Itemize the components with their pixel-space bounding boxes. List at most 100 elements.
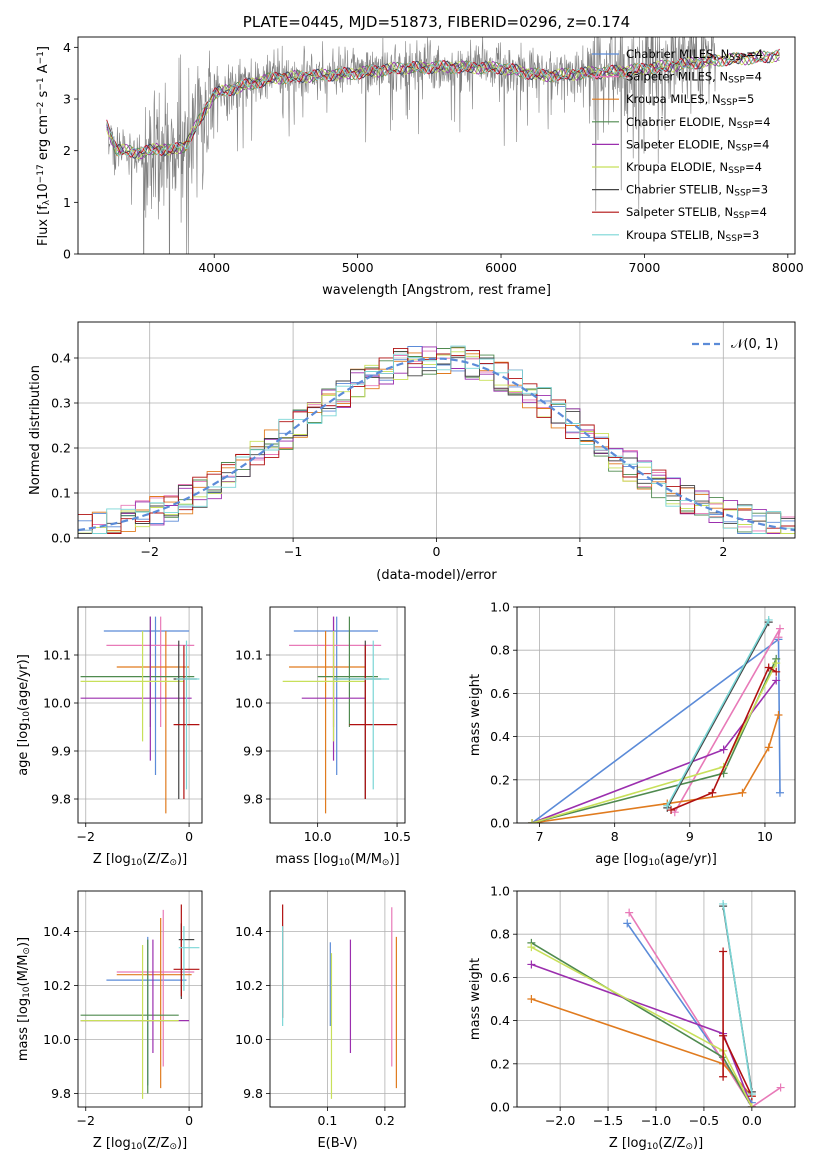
spectrum-legend-label: Salpeter STELIB, NSSP=4 bbox=[626, 205, 767, 221]
spectrum-legend-label-part: =4 bbox=[746, 47, 763, 61]
residuals-legend-label: 𝒩(0, 1) bbox=[731, 337, 778, 352]
spectrum-legend-label-part: SSP bbox=[737, 121, 754, 131]
spectrum-ytick-label: 1 bbox=[63, 195, 71, 210]
spectrum-model-line bbox=[106, 49, 780, 157]
spectrum-ylabel-part: −1 bbox=[36, 77, 46, 90]
spectrum-plot bbox=[106, 37, 780, 254]
residuals-xtick-label: 2 bbox=[719, 544, 727, 559]
massweight_vs_age-xtick-label: 8 bbox=[611, 829, 619, 844]
spectrum-ylabel: Flux [fλ10−17 erg cm−2 s−1 A−1] bbox=[36, 46, 52, 246]
age_vs_Z-xtick-label: 0 bbox=[185, 829, 193, 844]
mass_vs_Z-plot bbox=[80, 904, 200, 1099]
mass_vs_Z-ytick-label: 10.4 bbox=[43, 924, 71, 939]
spectrum-legend-label-part: Kroupa STELIB, N bbox=[626, 228, 726, 242]
spectrum-ylabel-part: ] bbox=[36, 46, 51, 51]
spectrum-ytick-label: 4 bbox=[63, 40, 71, 55]
spectrum-ylabel-part: λ bbox=[42, 199, 52, 205]
mass_vs_Z-xlabel: Z [log10(Z/Z⊙)] bbox=[93, 1136, 187, 1152]
age_vs_mass-xtick-label: 10.5 bbox=[383, 829, 411, 844]
spectrum-xtick-label: 7000 bbox=[629, 260, 661, 275]
spectrum-xlabel: wavelength [Angstrom, rest frame] bbox=[322, 283, 551, 298]
massweight_vs_age-series-line bbox=[531, 679, 777, 823]
residuals-histogram-step bbox=[78, 345, 795, 534]
residuals-normal-curve bbox=[78, 357, 795, 532]
ebv-ytick-label: 10.4 bbox=[235, 924, 263, 939]
spectrum-xtick-label: 4000 bbox=[198, 260, 230, 275]
massweight_vs_Z-plot bbox=[527, 899, 785, 1107]
massweight_vs_Z-xtick-label: −1.5 bbox=[593, 1113, 623, 1128]
massweight_vs_age-xlabel-part: age [log bbox=[595, 852, 648, 867]
massweight_vs_age-xtick-label: 9 bbox=[686, 829, 694, 844]
massweight_vs_age-point-marker bbox=[719, 745, 728, 754]
age_vs_mass-xtick-label: 10.0 bbox=[304, 829, 332, 844]
massweight_vs_Z-point-marker bbox=[747, 1090, 756, 1099]
spectrum-legend-label-part: =3 bbox=[751, 183, 768, 197]
massweight_vs_Z-series-line bbox=[722, 951, 753, 1097]
massweight_vs_age-series-line bbox=[531, 658, 777, 823]
massweight_vs_age-ytick-label: 0.0 bbox=[490, 816, 510, 831]
residuals-ytick-label: 0.2 bbox=[51, 441, 71, 456]
spectrum-legend-label-part: Kroupa ELODIE, N bbox=[626, 160, 728, 174]
age_vs_mass-xlabel-part: (M/M bbox=[350, 852, 382, 867]
massweight_vs_age-series-line bbox=[674, 628, 781, 813]
age_vs_mass-xlabel-part: ⊙ bbox=[382, 858, 390, 868]
mass_vs_Z-xtick-label: 0 bbox=[185, 1113, 193, 1128]
massweight_vs_age-point-marker bbox=[764, 615, 773, 624]
spectrum-legend-label-part: Chabrier MILES, N bbox=[626, 47, 729, 61]
massweight_vs_age-series-line bbox=[666, 621, 770, 809]
massweight_vs_age-point-marker bbox=[764, 743, 773, 752]
massweight_vs_Z-ylabel: mass weight bbox=[468, 958, 483, 1040]
mass_vs_Z-ylabel-part: ⊙ bbox=[22, 947, 32, 955]
massweight_vs_Z-series-line bbox=[628, 912, 782, 1107]
massweight_vs_Z-point-marker bbox=[719, 1072, 728, 1081]
massweight_vs_Z-point-marker bbox=[747, 1103, 756, 1107]
spectrum-legend-label-part: SSP bbox=[728, 166, 745, 176]
massweight_vs_age-point-marker bbox=[708, 788, 717, 797]
residuals-xtick-label: 1 bbox=[576, 544, 584, 559]
massweight_vs_Z-frame bbox=[516, 890, 796, 1108]
residuals-frame bbox=[77, 321, 796, 539]
massweight_vs_Z-ytick-label: 0.2 bbox=[490, 1056, 510, 1071]
massweight_vs_Z-xlabel-part: 10 bbox=[647, 1142, 659, 1152]
massweight_vs_Z-ytick-label: 1.0 bbox=[490, 884, 510, 899]
age_vs_mass-ytick-label: 10.1 bbox=[235, 648, 263, 663]
mass_vs_Z-xlabel-part: )] bbox=[177, 1136, 187, 1151]
ebv-plot bbox=[282, 904, 397, 1099]
age_vs_Z-ytick-label: 9.8 bbox=[51, 792, 71, 807]
spectrum-legend-label-part: SSP bbox=[726, 234, 743, 244]
spectrum-legend-label: Chabrier STELIB, NSSP=3 bbox=[626, 183, 768, 199]
spectrum-model-line bbox=[106, 48, 780, 158]
massweight_vs_Z-point-marker bbox=[527, 960, 536, 969]
spectrum-model-line bbox=[106, 50, 780, 160]
spectrum-xtick-label: 8000 bbox=[772, 260, 804, 275]
massweight_vs_Z-point-marker bbox=[719, 947, 728, 956]
massweight_vs_Z-series-line bbox=[722, 903, 753, 1095]
ebv-xtick-label: 0.1 bbox=[318, 1113, 338, 1128]
massweight_vs_age-point-marker bbox=[528, 819, 537, 823]
mass_vs_Z-ylabel-part: )] bbox=[16, 937, 31, 947]
age_vs_mass-plot bbox=[282, 616, 398, 814]
massweight_vs_Z-point-marker bbox=[527, 943, 536, 952]
ebv-ytick-label: 10.0 bbox=[235, 1032, 263, 1047]
residuals-histogram-step bbox=[78, 347, 795, 534]
massweight_vs_Z-xlabel-part: Z [log bbox=[609, 1136, 647, 1151]
spectrum-legend-label-part: =3 bbox=[742, 228, 759, 242]
residuals-ytick-label: 0.3 bbox=[51, 396, 71, 411]
massweight_vs_age-series-line bbox=[666, 619, 770, 807]
residuals-ytick-label: 0.1 bbox=[51, 486, 71, 501]
age_vs_Z-ylabel-part: 10 bbox=[22, 711, 32, 723]
massweight_vs_age-point-marker bbox=[775, 624, 784, 633]
spectrum-ylabel-part: Flux [f bbox=[36, 205, 51, 246]
massweight_vs_age-point-marker bbox=[772, 667, 781, 676]
mass_vs_Z-xlabel-part: (Z/Z bbox=[142, 1136, 169, 1151]
massweight_vs_age-point-marker bbox=[772, 676, 781, 685]
age_vs_Z-ylabel-part: age [log bbox=[16, 723, 31, 776]
age_vs_Z-xtick-label: −2 bbox=[77, 829, 95, 844]
spectrum-legend-label-part: =4 bbox=[754, 115, 771, 129]
massweight_vs_age-point-marker bbox=[764, 663, 773, 672]
massweight_vs_Z-xtick-label: −2.0 bbox=[545, 1113, 575, 1128]
spectrum-frame bbox=[77, 36, 796, 255]
massweight_vs_age-ytick-label: 0.4 bbox=[490, 729, 510, 744]
ebv-xtick-label: 0.2 bbox=[375, 1113, 395, 1128]
